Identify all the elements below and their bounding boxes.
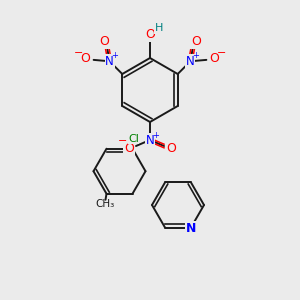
Text: −: − bbox=[118, 136, 128, 146]
Text: N: N bbox=[105, 55, 114, 68]
Text: +: + bbox=[112, 51, 118, 60]
Text: O: O bbox=[191, 35, 201, 48]
Text: −: − bbox=[74, 48, 83, 58]
Text: O: O bbox=[99, 35, 109, 48]
Text: Cl: Cl bbox=[128, 134, 139, 144]
Text: O: O bbox=[81, 52, 91, 65]
Text: +: + bbox=[153, 130, 159, 140]
Text: O: O bbox=[145, 28, 155, 41]
Text: CH₃: CH₃ bbox=[96, 199, 115, 209]
Text: +: + bbox=[193, 51, 200, 60]
Text: O: O bbox=[166, 142, 176, 155]
Text: H: H bbox=[155, 23, 163, 33]
Text: N: N bbox=[186, 222, 196, 235]
Text: O: O bbox=[209, 52, 219, 65]
Text: −: − bbox=[217, 48, 226, 58]
Text: O: O bbox=[124, 142, 134, 155]
Text: N: N bbox=[146, 134, 154, 146]
Text: N: N bbox=[186, 55, 195, 68]
